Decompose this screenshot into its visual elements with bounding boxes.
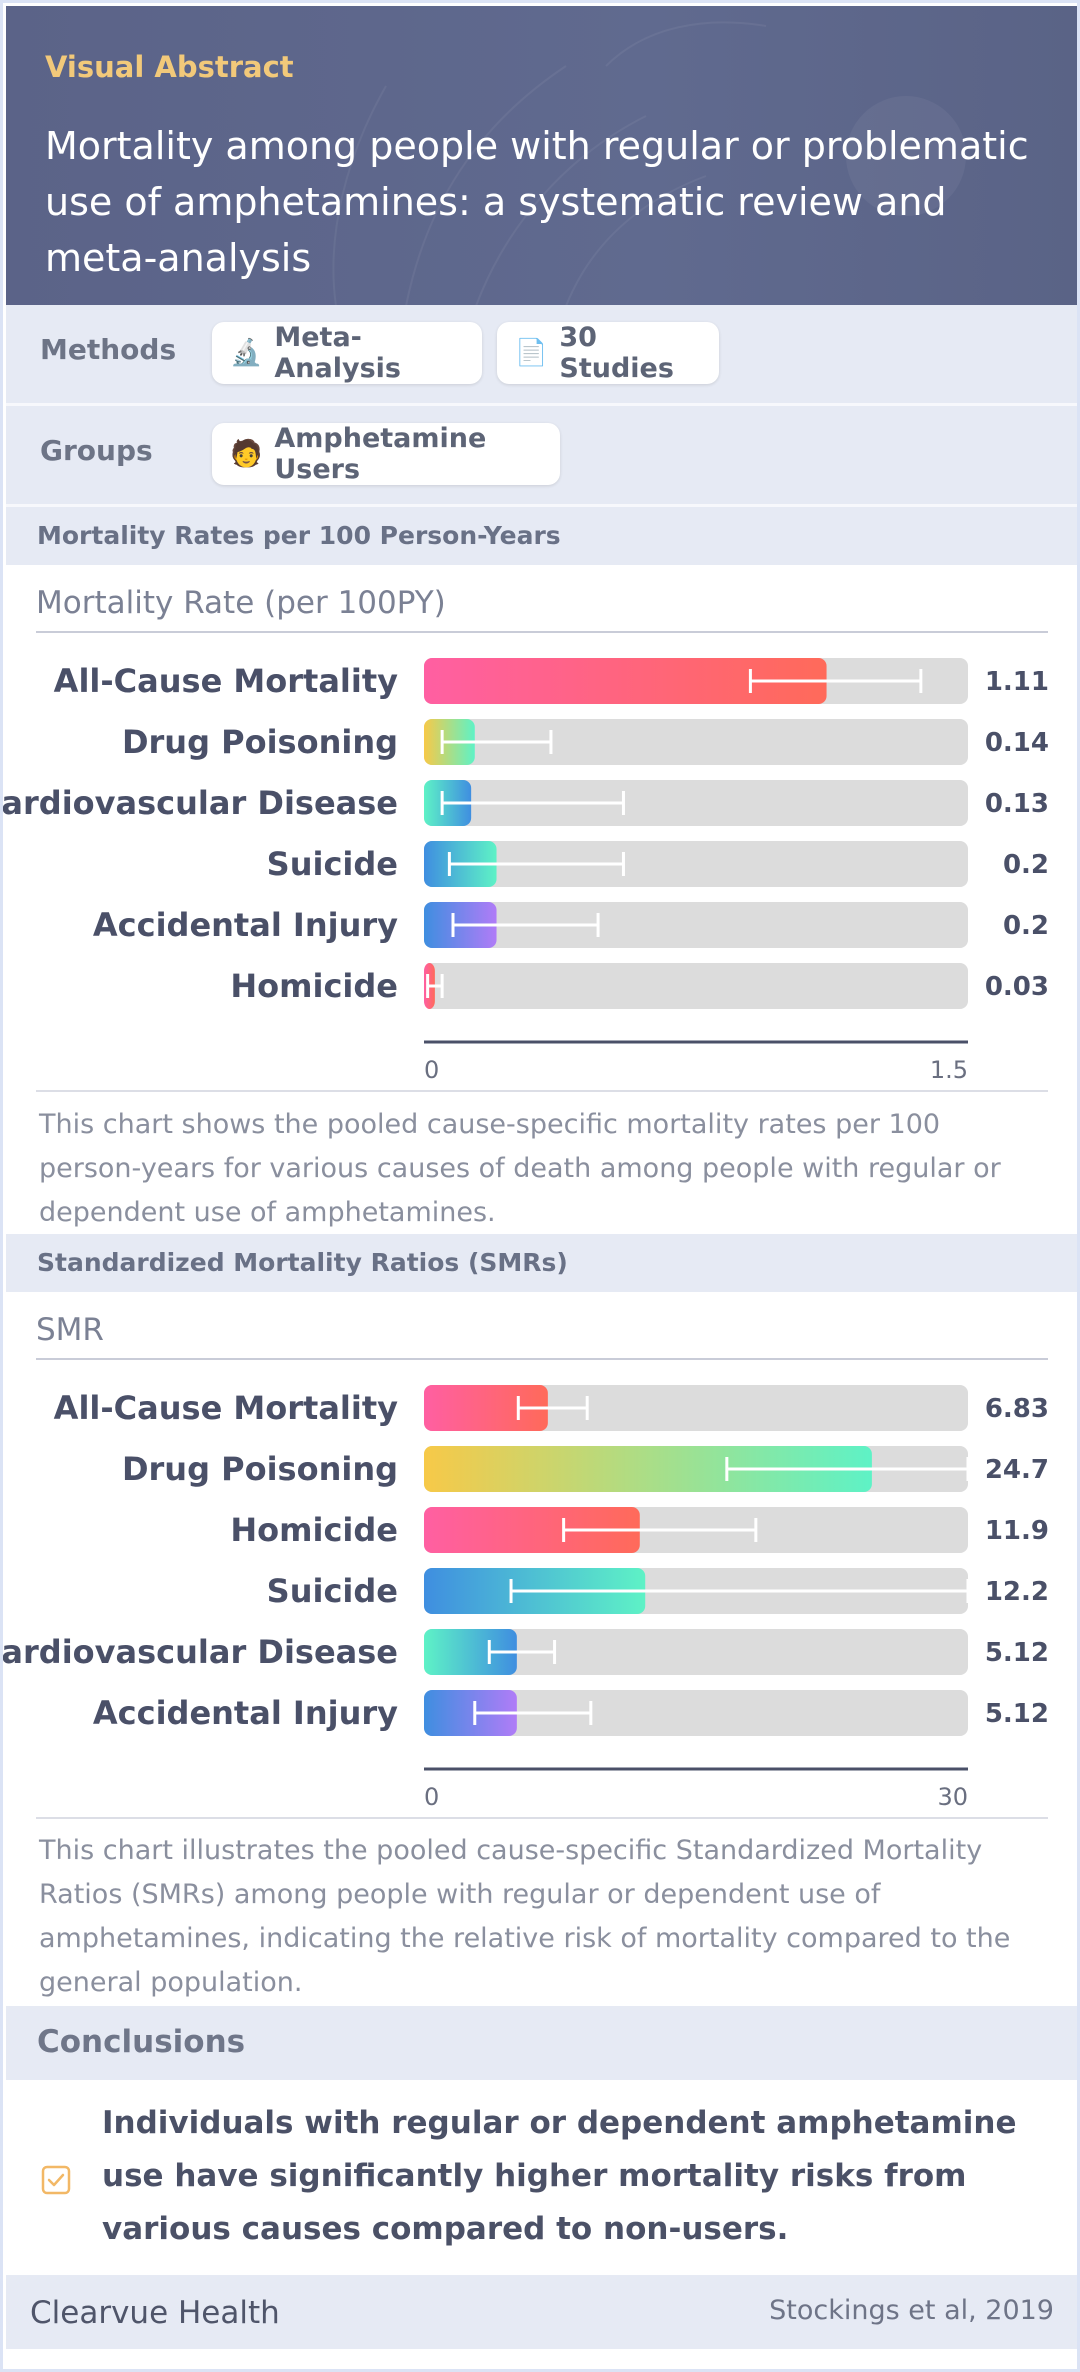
category-label: Homicide [230,967,398,1005]
value-label: 5.12 [985,1699,1049,1729]
caption-divider [36,1817,1048,1819]
value-label: 0.13 [985,789,1049,819]
mortality-rate-chart: All-Cause Mortality 1.11 Drug Poisoning 0.1… [3,658,1049,1083]
methods-row: Methods 🔬 Meta-Analysis 📄 30 Studies [6,305,1077,406]
brand-name: Clearvue Health [30,2295,280,2331]
category-label: Drug Poisoning [122,1450,398,1488]
microscope-icon: 🔬 [230,338,263,368]
category-label: Cardiovascular Disease [3,784,398,822]
category-label: Accidental Injury [93,1694,398,1732]
value-label: 0.2 [1003,911,1049,941]
chart-caption: This chart illustrates the pooled cause-… [39,1835,1011,1998]
value-label: 0.03 [985,972,1049,1002]
tick-label: 30 [937,1783,968,1810]
bar [424,1507,640,1553]
amphetamine-users-chip: 🧑 Amphetamine Users [212,423,560,485]
groups-row: Groups 🧑 Amphetamine Users [6,406,1077,507]
bar-track [424,902,968,948]
value-label: 1.11 [985,667,1049,697]
section-heading: Mortality Rates per 100 Person-Years [37,521,561,550]
page-title: Mortality among people with regular or p… [45,124,1029,280]
chart-title-divider [36,1358,1048,1360]
bar-track [424,719,968,765]
bar [424,1690,517,1736]
value-label: 0.14 [985,728,1049,758]
conclusions-heading: Conclusions [37,2024,246,2060]
header-leaf-decoration [332,21,966,305]
checkbox-icon [41,2165,71,2195]
caption-divider [36,1090,1048,1092]
bar-track [424,841,968,887]
studies-chip: 📄 30 Studies [497,322,719,384]
citation: Stockings et al, 2019 [769,2295,1054,2326]
bar [424,658,827,704]
chart-title-divider [36,631,1048,633]
smr-chart: All-Cause Mortality 6.83 Drug Poisoning 24.… [3,1385,1049,1810]
section-heading: Standardized Mortality Ratios (SMRs) [37,1248,568,1277]
bar-track [424,1629,968,1675]
footer: Clearvue Health Stockings et al, 2019 [6,2275,1077,2349]
category-label: Accidental Injury [93,906,398,944]
chart-title: Mortality Rate (per 100PY) [36,585,446,621]
chip-label: Meta-Analysis [274,322,401,384]
person-icon: 🧑 [230,439,263,469]
chart-caption: This chart shows the pooled cause-specif… [39,1109,1001,1228]
chip-label: Amphetamine Users [274,423,487,485]
methods-label: Methods [40,333,177,366]
bar-track [424,780,968,826]
category-label: All-Cause Mortality [54,1389,398,1427]
category-label: All-Cause Mortality [54,662,398,700]
bar [424,1446,872,1492]
tick-label: 1.5 [930,1056,968,1083]
category-label: Homicide [230,1511,398,1549]
category-label: Drug Poisoning [122,723,398,761]
smr-section-header: Standardized Mortality Ratios (SMRs) [6,1234,1077,1292]
chart-title: SMR [36,1312,104,1348]
header: Visual Abstract Mortality among people w… [6,6,1077,305]
meta-analysis-chip: 🔬 Meta-Analysis [212,322,482,384]
bar-track [424,1690,968,1736]
value-label: 12.2 [985,1577,1049,1607]
bar-track [424,963,968,1009]
conclusions-header: Conclusions [6,2006,1077,2080]
value-label: 5.12 [985,1638,1049,1668]
document-icon: 📄 [515,338,548,368]
bar-track [424,1385,968,1431]
category-label: Suicide [267,845,398,883]
bar [424,1629,517,1675]
chip-label: 30 Studies [559,322,674,384]
value-label: 0.2 [1003,850,1049,880]
tick-label: 0 [424,1783,439,1810]
value-label: 6.83 [985,1394,1049,1424]
mortality-rates-section-header: Mortality Rates per 100 Person-Years [6,507,1077,565]
value-label: 24.7 [985,1455,1049,1485]
visual-abstract-label: Visual Abstract [45,50,294,84]
value-label: 11.9 [985,1516,1049,1546]
category-label: Suicide [267,1572,398,1610]
category-label: Cardiovascular Disease [3,1633,398,1671]
tick-label: 0 [424,1056,439,1083]
groups-label: Groups [40,434,153,467]
conclusion-text: Individuals with regular or dependent am… [102,2105,1017,2247]
